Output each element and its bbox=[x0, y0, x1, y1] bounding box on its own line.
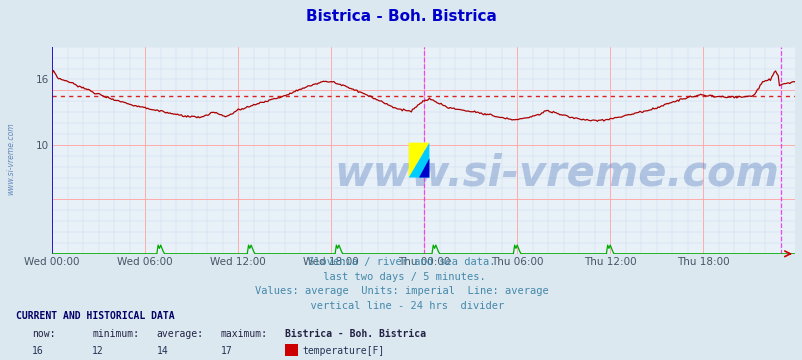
Text: 16: 16 bbox=[32, 346, 44, 356]
Polygon shape bbox=[408, 143, 429, 177]
Text: average:: average: bbox=[156, 329, 204, 339]
Text: maximum:: maximum: bbox=[221, 329, 268, 339]
Text: CURRENT AND HISTORICAL DATA: CURRENT AND HISTORICAL DATA bbox=[16, 311, 175, 321]
Text: Slovenia / river and sea data.
 last two days / 5 minutes.
Values: average  Unit: Slovenia / river and sea data. last two … bbox=[254, 257, 548, 311]
Text: 17: 17 bbox=[221, 346, 233, 356]
Polygon shape bbox=[419, 158, 429, 177]
Text: Bistrica - Boh. Bistrica: Bistrica - Boh. Bistrica bbox=[306, 9, 496, 24]
Text: www.si-vreme.com: www.si-vreme.com bbox=[6, 122, 15, 195]
Text: www.si-vreme.com: www.si-vreme.com bbox=[334, 153, 779, 194]
Text: 14: 14 bbox=[156, 346, 168, 356]
Text: 12: 12 bbox=[92, 346, 104, 356]
Polygon shape bbox=[408, 143, 429, 177]
Text: minimum:: minimum: bbox=[92, 329, 140, 339]
Text: Bistrica - Boh. Bistrica: Bistrica - Boh. Bistrica bbox=[285, 329, 426, 339]
Text: now:: now: bbox=[32, 329, 55, 339]
Text: temperature[F]: temperature[F] bbox=[302, 346, 384, 356]
